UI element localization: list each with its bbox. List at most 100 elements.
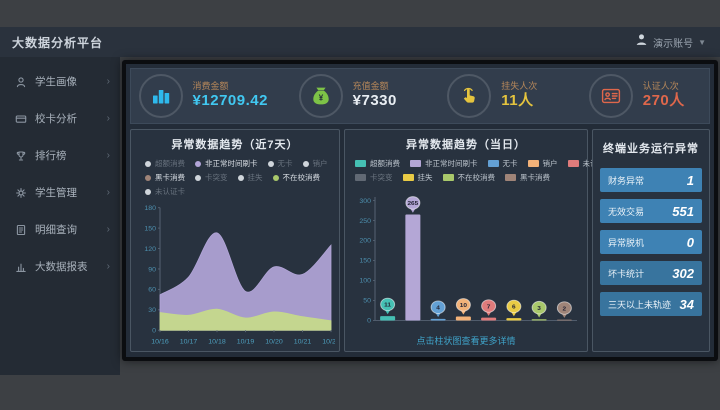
svg-text:10/22: 10/22	[322, 339, 335, 346]
marker-挂失: 6	[506, 299, 522, 317]
svg-text:6: 6	[512, 304, 516, 311]
svg-text:150: 150	[359, 258, 371, 265]
terminal-row-三天以上未轨迹[interactable]: 三天以上未轨迹 34	[600, 292, 702, 316]
dashboard-screen: 消费金额 ¥12709.42 ¥ 充值金额 ¥7330 挂失人次 11人 认证人次 270人 异…	[126, 64, 714, 357]
svg-text:90: 90	[148, 266, 156, 273]
marker-不在校消费: 3	[531, 300, 547, 318]
kpi-挂失人次: 挂失人次 11人	[420, 74, 565, 118]
svg-text:10/18: 10/18	[208, 339, 226, 346]
kpi-value: ¥7330	[352, 92, 397, 110]
panel-terminal-anomaly: 终端业务运行异常 财务异常 1 无效交易 551 异常脱机 0 坏卡统计 302 三天以上未轨迹…	[592, 129, 710, 352]
bar-chart-detail-link[interactable]: 点击柱状图查看更多详情	[416, 336, 516, 346]
terminal-row-label: 坏卡统计	[608, 268, 645, 279]
panel-title-terminal: 终端业务运行异常	[603, 143, 699, 155]
kpi-认证人次: 认证人次 270人	[565, 74, 710, 118]
kpi-消费金额: 消费金额 ¥12709.42	[131, 74, 276, 118]
bar-不在校消费[interactable]	[531, 319, 547, 321]
legend-dot	[145, 174, 151, 181]
person-icon	[15, 76, 27, 88]
marker-销户: 10	[455, 298, 471, 315]
svg-text:250: 250	[359, 218, 371, 225]
terminal-row-财务异常[interactable]: 财务异常 1	[600, 168, 702, 192]
user-menu[interactable]: 演示账号 ▼	[635, 33, 706, 51]
bar-挂失[interactable]	[506, 318, 522, 321]
legend-item-未认证卡[interactable]: 未认证卡	[145, 186, 185, 197]
svg-text:200: 200	[359, 238, 371, 245]
legend-item-不在校消费[interactable]: 不在校消费	[442, 172, 495, 183]
bar-非正常时间刷卡[interactable]	[405, 214, 421, 321]
terminal-row-label: 无效交易	[608, 206, 645, 217]
legend-item-挂失[interactable]: 挂失	[402, 172, 433, 183]
bar-超额消费[interactable]	[380, 316, 396, 321]
terminal-anomaly-list: 财务异常 1 无效交易 551 异常脱机 0 坏卡统计 302 三天以上未轨迹 34	[593, 160, 709, 323]
id-card-icon	[588, 74, 633, 118]
svg-text:10: 10	[460, 302, 468, 309]
legend-item-销户[interactable]: 销户	[527, 158, 558, 169]
panel-title-today: 异常数据趋势（当日）	[406, 139, 526, 151]
legend-item-超额消费[interactable]: 超额消费	[145, 158, 185, 169]
marker-无卡: 4	[430, 300, 446, 318]
terminal-row-无效交易[interactable]: 无效交易 551	[600, 199, 702, 223]
legend-dot	[302, 160, 309, 167]
sidebar-item-大数据报表[interactable]: 大数据报表 ›	[0, 248, 120, 285]
bar-无卡[interactable]	[430, 318, 446, 321]
area-series-不在校消费	[159, 308, 332, 331]
dashboard-bezel: 消费金额 ¥12709.42 ¥ 充值金额 ¥7330 挂失人次 11人 认证人次 270人 异…	[122, 60, 718, 361]
bar-chart[interactable]: 0 50 100 150 200 250 300 11 265 4 10 7 6 3 2	[349, 188, 583, 333]
terminal-row-value: 551	[672, 203, 694, 219]
charts-row: 异常数据趋势（近7天） 超额消费 非正常时间刷卡 无卡 销户 黑卡消费 卡突变 挂失 不在校消…	[130, 129, 710, 352]
bar-黑卡消费[interactable]	[556, 319, 572, 321]
legend-item-挂失[interactable]: 挂失	[237, 172, 263, 183]
area-chart[interactable]: 0 30 60 90 120 150 180 10/16 10/17 10/18 10/19 10/2…	[135, 202, 340, 351]
legend-item-不在校消费[interactable]: 不在校消费	[272, 172, 320, 183]
chevron-right-icon: ›	[106, 113, 110, 124]
svg-text:10/16: 10/16	[151, 339, 169, 346]
legend-item-无卡[interactable]: 无卡	[487, 158, 518, 169]
svg-text:2: 2	[563, 306, 567, 313]
terminal-row-异常脱机[interactable]: 异常脱机 0	[600, 230, 702, 254]
kpi-label: 认证人次	[642, 81, 679, 91]
svg-text:10/20: 10/20	[265, 339, 283, 346]
legend-dot	[237, 174, 244, 181]
sidebar-item-学生画像[interactable]: 学生画像 ›	[0, 63, 120, 100]
svg-text:0: 0	[367, 318, 371, 325]
app-title: 大数据分析平台	[12, 35, 104, 50]
legend-item-超额消费[interactable]: 超额消费	[355, 158, 400, 169]
user-name: 演示账号	[653, 38, 694, 50]
legend-item-销户[interactable]: 销户	[302, 158, 328, 169]
svg-text:265: 265	[407, 200, 418, 207]
legend-item-非正常时间刷卡[interactable]: 非正常时间刷卡	[410, 158, 478, 169]
terminal-row-label: 财务异常	[608, 175, 645, 186]
kpi-充值金额: ¥ 充值金额 ¥7330	[276, 74, 421, 118]
sidebar-item-学生管理[interactable]: 学生管理 ›	[0, 174, 120, 211]
legend-dot	[145, 160, 151, 167]
kpi-strip: 消费金额 ¥12709.42 ¥ 充值金额 ¥7330 挂失人次 11人 认证人次 270人	[130, 68, 710, 124]
bar-销户[interactable]	[455, 316, 471, 321]
chevron-right-icon: ›	[106, 150, 110, 161]
chevron-right-icon: ›	[106, 224, 110, 235]
bar-chart-wrap: 0 50 100 150 200 250 300 11 265 4 10 7 6 3 2	[345, 186, 587, 333]
svg-text:3: 3	[537, 305, 541, 312]
legend-item-卡突变[interactable]: 卡突变	[355, 172, 393, 183]
sidebar-item-排行榜[interactable]: 排行榜 ›	[0, 137, 120, 174]
panel-trend-today: 异常数据趋势（当日） 超额消费非正常时间刷卡无卡销户未认证卡卡突变挂失不在校消费…	[344, 129, 613, 352]
kpi-value: 11人	[501, 92, 534, 110]
legend-item-卡突变[interactable]: 卡突变	[195, 172, 228, 183]
document-icon	[15, 224, 27, 236]
sidebar-item-明细查询[interactable]: 明细查询 ›	[0, 211, 120, 248]
sidebar-item-label: 学生画像	[35, 76, 77, 88]
terminal-row-value: 34	[679, 296, 694, 312]
svg-text:120: 120	[144, 246, 156, 253]
legend-item-无卡[interactable]: 无卡	[267, 158, 293, 169]
terminal-row-label: 三天以上未轨迹	[608, 299, 672, 310]
legend-item-黑卡消费[interactable]: 黑卡消费	[145, 172, 185, 183]
sidebar-item-校卡分析[interactable]: 校卡分析 ›	[0, 100, 120, 137]
marker-黑卡消费: 2	[556, 301, 572, 318]
legend-item-非正常时间刷卡[interactable]: 非正常时间刷卡	[195, 158, 258, 169]
terminal-row-坏卡统计[interactable]: 坏卡统计 302	[600, 261, 702, 285]
bar-未认证卡[interactable]	[481, 317, 497, 321]
legend-item-黑卡消费[interactable]: 黑卡消费	[505, 172, 550, 183]
legend-dot	[195, 174, 201, 181]
chevron-right-icon: ›	[106, 187, 110, 198]
legend-swatch	[355, 174, 366, 181]
